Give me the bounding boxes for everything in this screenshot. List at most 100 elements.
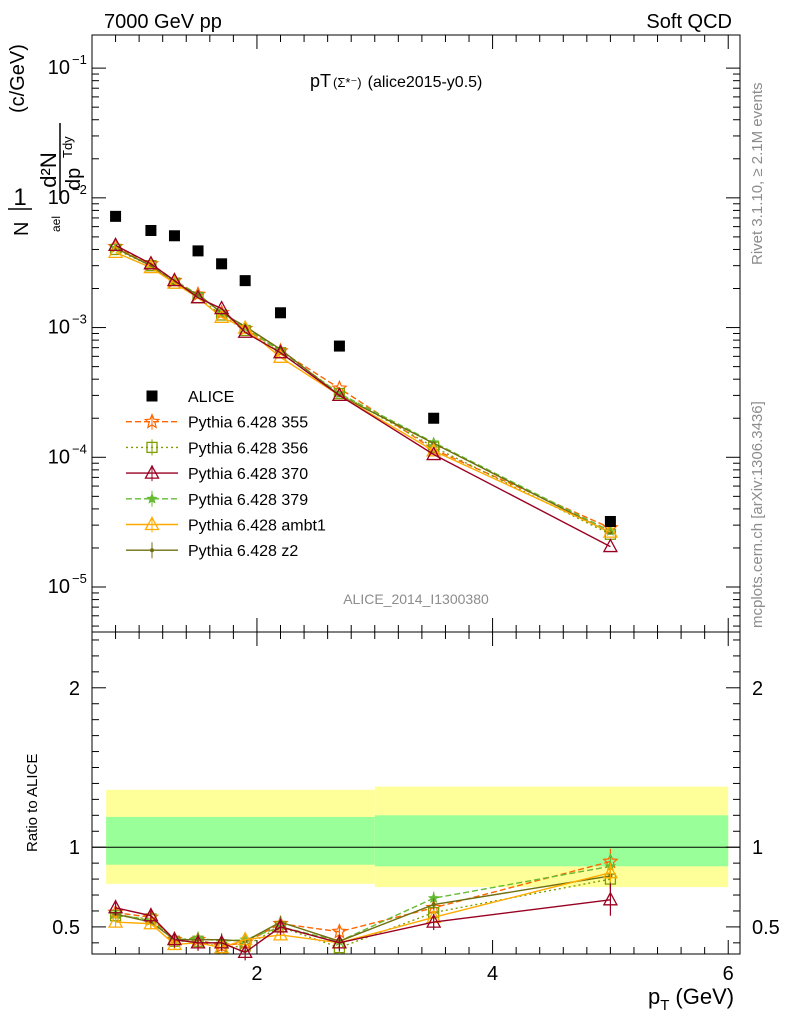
main-point-p370	[426, 446, 442, 461]
ratio-series-line-ambt1	[115, 872, 611, 949]
ratio-y-tick-label-right: 1	[752, 837, 763, 859]
side-text-mcplots: mcplots.cern.ch [arXiv:1306.3436]	[749, 401, 766, 628]
main-y-tick-exponent: −2	[72, 182, 87, 197]
ratio-y-tick-label: 0.5	[52, 917, 80, 939]
main-point-p370	[166, 272, 183, 287]
main-series-line-p370	[115, 244, 611, 548]
ratio-point-ambt1	[214, 939, 230, 954]
header-right: Soft QCD	[646, 11, 732, 33]
axes: 2 4 610−510−410−310−210 −10.5 0.51 12 2	[48, 35, 780, 985]
ratio-bands	[106, 786, 729, 888]
legend-marker-p370	[144, 464, 160, 479]
ratio-point-ambt1	[602, 864, 618, 879]
ratio-series-line-p355	[115, 860, 611, 947]
main-y-tick-exponent: −1	[72, 52, 87, 67]
svg-text:N: N	[11, 222, 33, 236]
ratio-point-p370	[107, 899, 124, 914]
analysis-watermark: ALICE_2014_I1300380	[343, 591, 489, 607]
main-point-ambt1	[107, 243, 124, 259]
legend-label-p370: Pythia 6.428 370	[188, 466, 308, 483]
main-point-ambt1	[272, 348, 289, 363]
main-y-tick-label: 10	[48, 446, 70, 468]
ratio-point-ambt1	[166, 936, 183, 951]
main-point-alice	[110, 210, 122, 222]
main-series	[107, 210, 619, 553]
ratio-point-p370	[426, 913, 442, 928]
main-y-tick-label: 10	[48, 57, 70, 79]
x-axis-label-p: p	[648, 984, 660, 1009]
ratio-series-line-p370	[115, 899, 611, 954]
main-y-tick-exponent: −3	[72, 312, 87, 327]
main-point-p370	[107, 237, 124, 252]
legend-marker-ambt1	[144, 516, 160, 531]
main-point-alice	[333, 340, 345, 352]
ratio-point-z2	[431, 902, 436, 907]
x-axis-label-unit: (GeV)	[675, 984, 734, 1009]
legend-label-p379: Pythia 6.428 379	[188, 492, 308, 509]
ratio-point-p370	[237, 944, 253, 959]
main-point-alice	[216, 258, 228, 270]
main-point-alice	[168, 230, 180, 242]
x-tick-label: 2	[251, 963, 262, 985]
main-point-alice	[239, 275, 251, 287]
x-axis-label-sub: T	[660, 997, 669, 1014]
svg-text:Tdy: Tdy	[60, 136, 75, 158]
main-point-p370	[237, 323, 253, 338]
main-point-alice	[192, 245, 204, 257]
legend-marker-p379	[146, 492, 158, 504]
svg-text:ael: ael	[49, 216, 63, 232]
plot-title-ref: (alice2015-y0.5)	[368, 74, 483, 91]
legend-marker-p356	[146, 441, 158, 454]
main-y-tick-label: 10	[48, 576, 70, 598]
ratio-y-tick-label: 1	[69, 837, 80, 859]
legend-label-z2: Pythia 6.428 z2	[188, 543, 298, 560]
ratio-band-inner	[374, 815, 729, 867]
ratio-point-ambt1	[107, 913, 124, 928]
legend-label-p355: Pythia 6.428 355	[188, 415, 308, 432]
ratio-y-tick-label-right: 0.5	[752, 917, 780, 939]
x-tick-label: 4	[487, 963, 498, 985]
legend-marker-p355	[143, 413, 161, 429]
main-series-line-p356	[115, 248, 611, 535]
main-y-unit: (c/GeV)	[7, 44, 29, 113]
main-point-alice	[428, 412, 440, 424]
legend-label-alice: ALICE	[188, 389, 234, 406]
plot-title: pT (Σ*⁻) (alice2015-y0.5)	[310, 71, 482, 91]
x-tick-label: 6	[723, 963, 734, 985]
legend-label-ambt1: Pythia 6.428 ambt1	[188, 518, 326, 535]
main-point-ambt1	[237, 319, 253, 334]
plot-title-main: pT	[310, 71, 331, 91]
main-point-p370	[272, 344, 289, 359]
side-text-rivet: Rivet 3.1.10, ≥ 2.1M events	[749, 83, 766, 266]
ratio-series-line-z2	[115, 875, 611, 942]
legend-marker-z2	[150, 548, 154, 553]
ratio-point-p370	[166, 931, 183, 946]
main-point-p370	[602, 538, 618, 553]
plot-title-particle: (Σ*⁻)	[333, 75, 362, 90]
ratio-point-p370	[602, 891, 618, 906]
ratio-y-tick-label-right: 2	[752, 678, 763, 700]
ratio-point-p370	[143, 907, 159, 922]
main-point-p370	[331, 387, 348, 402]
ratio-point-p370	[190, 934, 206, 949]
main-series-line-ambt1	[115, 251, 611, 533]
svg-text:d²N: d²N	[36, 152, 61, 187]
ratio-point-ambt1	[272, 926, 289, 941]
main-point-p370	[190, 289, 206, 304]
ratio-band-inner	[106, 816, 375, 865]
main-point-p370	[214, 300, 230, 315]
main-y-axis-label: 1 N d²N ael dp Tdy (c/GeV)	[7, 44, 85, 236]
svg-text:dp: dp	[63, 168, 85, 190]
svg-text:1: 1	[13, 184, 26, 211]
main-point-ambt1	[602, 523, 618, 538]
x-axis-label: pT (GeV)	[648, 984, 734, 1014]
legend: ALICE Pythia 6.428 355 Pythia 6.428 356 Pyt…	[126, 389, 326, 560]
ratio-y-axis-label: Ratio to ALICE	[24, 754, 41, 852]
main-point-alice	[145, 225, 157, 237]
legend-marker-alice	[146, 390, 158, 402]
main-point-alice	[275, 307, 287, 319]
ratio-point-p370	[331, 934, 348, 949]
ratio-y-tick-label: 2	[69, 678, 80, 700]
main-y-tick-label: 10	[48, 187, 70, 209]
